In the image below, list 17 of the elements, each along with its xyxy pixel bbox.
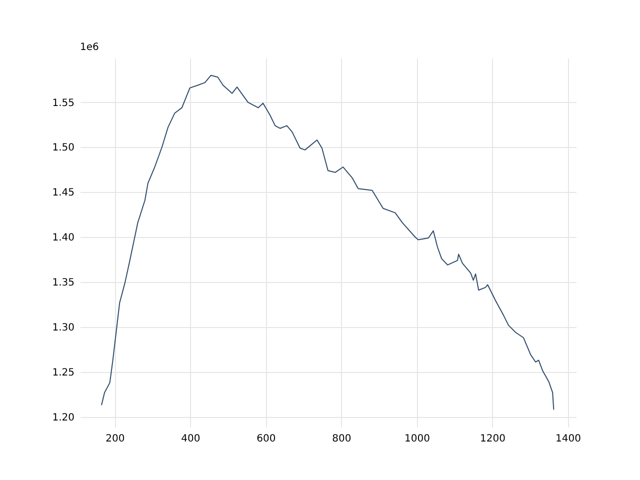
text: 1e6 (80, 42, 99, 53)
y-tick-label: 1.40 (52, 232, 74, 244)
y-tick-label: 1.30 (52, 322, 74, 334)
y-tick-label: 1.20 (52, 412, 74, 424)
x-tick-label: 1000 (404, 434, 430, 444)
x-tick-label: 1200 (480, 434, 506, 444)
x-tick-label: 1400 (555, 434, 581, 444)
y-tick-label: 1.50 (52, 142, 74, 154)
x-tick-label: 600 (256, 434, 276, 444)
y-tick-label: 1.25 (52, 367, 74, 378)
y-tick-label: 1.45 (52, 188, 74, 199)
y-tick-label: 1.35 (52, 278, 74, 289)
y-tick-label: 1.55 (52, 98, 74, 109)
line-series (101, 74, 554, 410)
x-tick-label: 400 (181, 434, 200, 444)
x-tick-label: 800 (332, 434, 352, 444)
x-tick-label: 200 (106, 434, 125, 444)
